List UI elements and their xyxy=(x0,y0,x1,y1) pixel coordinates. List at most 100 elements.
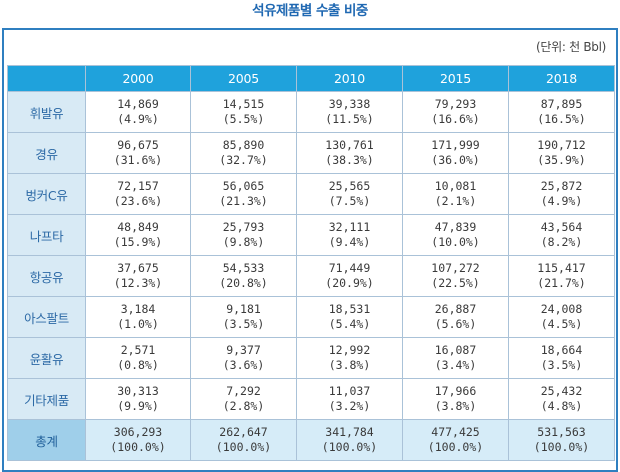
cell-value: 47,839 xyxy=(434,220,477,234)
cell-share: (3.2%) xyxy=(328,399,371,413)
header-year: 2005 xyxy=(190,65,297,92)
row-label: 경유 xyxy=(7,132,86,174)
table-cell: 30,313 (9.9%) xyxy=(85,378,191,420)
table-cell: 7,292 (2.8%) xyxy=(190,378,297,420)
cell-share: (4.9%) xyxy=(540,194,583,208)
table-cell: 11,037 (3.2%) xyxy=(296,378,403,420)
cell-value: 262,647 xyxy=(219,425,268,439)
cell-value: 79,293 xyxy=(434,97,477,111)
cell-share: (16.5%) xyxy=(537,112,586,126)
table-cell: 2,571 (0.8%) xyxy=(85,337,191,379)
table-cell: 54,533 (20.8%) xyxy=(190,255,297,297)
table-cell: 25,432 (4.8%) xyxy=(508,378,615,420)
cell-share: (20.9%) xyxy=(325,276,374,290)
cell-value: 25,565 xyxy=(328,179,371,193)
table-cell: 190,712 (35.9%) xyxy=(508,132,615,174)
table-cell: 43,564 (8.2%) xyxy=(508,214,615,256)
cell-value: 24,008 xyxy=(540,302,583,316)
table-cell: 25,565 (7.5%) xyxy=(296,173,403,215)
table-cell: 3,184 (1.0%) xyxy=(85,296,191,338)
cell-share: (5.6%) xyxy=(434,317,477,331)
row-label: 윤활유 xyxy=(7,337,86,379)
cell-value: 7,292 xyxy=(226,384,261,398)
cell-share: (5.5%) xyxy=(222,112,265,126)
table-row: 휘발유 14,869 (4.9%) 14,515 (5.5%) 39,338 (11.5%)… xyxy=(7,91,615,133)
cell-value: 25,872 xyxy=(540,179,583,193)
row-label: 항공유 xyxy=(7,255,86,297)
cell-share: (3.8%) xyxy=(434,399,477,413)
cell-value: 9,181 xyxy=(226,302,261,316)
cell-value: 25,793 xyxy=(222,220,265,234)
cell-value: 71,449 xyxy=(328,261,371,275)
cell-value: 2,571 xyxy=(120,343,156,357)
cell-value: 85,890 xyxy=(222,138,265,152)
cell-share: (7.5%) xyxy=(328,194,371,208)
cell-value: 16,087 xyxy=(434,343,477,357)
cell-value: 107,272 xyxy=(431,261,480,275)
cell-value: 10,081 xyxy=(434,179,477,193)
table-cell: 87,895 (16.5%) xyxy=(508,91,615,133)
cell-share: (3.8%) xyxy=(328,358,371,372)
cell-share: (100.0%) xyxy=(321,440,378,454)
row-label: 아스팔트 xyxy=(7,296,86,338)
cell-value: 37,675 xyxy=(117,261,159,275)
table-cell: 10,081 (2.1%) xyxy=(402,173,509,215)
table-cell: 107,272 (22.5%) xyxy=(402,255,509,297)
table-cell: 32,111 (9.4%) xyxy=(296,214,403,256)
header-year: 2015 xyxy=(402,65,509,92)
cell-value: 26,887 xyxy=(434,302,477,316)
cell-share: (100.0%) xyxy=(533,440,590,454)
table-cell: 26,887 (5.6%) xyxy=(402,296,509,338)
cell-share: (100.0%) xyxy=(427,440,484,454)
cell-share: (21.3%) xyxy=(219,194,268,208)
cell-share: (16.6%) xyxy=(431,112,480,126)
header-year: 2000 xyxy=(85,65,191,92)
table-cell: 12,992 (3.8%) xyxy=(296,337,403,379)
table-cell: 72,157 (23.6%) xyxy=(85,173,191,215)
table-cell: 17,966 (3.8%) xyxy=(402,378,509,420)
cell-value: 87,895 xyxy=(540,97,583,111)
table-row: 나프타 48,849 (15.9%) 25,793 (9.8%) 32,111 (9.4%)… xyxy=(7,214,615,256)
table-cell: 25,872 (4.9%) xyxy=(508,173,615,215)
table-cell: 85,890 (32.7%) xyxy=(190,132,297,174)
cell-share: (4.8%) xyxy=(540,399,583,413)
cell-value: 190,712 xyxy=(537,138,586,152)
table-cell: 262,647 (100.0%) xyxy=(190,419,297,461)
cell-share: (20.8%) xyxy=(219,276,268,290)
cell-share: (31.6%) xyxy=(113,153,163,167)
table-cell: 18,664 (3.5%) xyxy=(508,337,615,379)
table-cell: 9,377 (3.6%) xyxy=(190,337,297,379)
table-cell: 56,065 (21.3%) xyxy=(190,173,297,215)
cell-value: 3,184 xyxy=(120,302,156,316)
cell-share: (100.0%) xyxy=(215,440,272,454)
header-year: 2010 xyxy=(296,65,403,92)
table-cell: 16,087 (3.4%) xyxy=(402,337,509,379)
cell-value: 18,664 xyxy=(540,343,583,357)
cell-value: 11,037 xyxy=(328,384,371,398)
cell-share: (5.4%) xyxy=(328,317,371,331)
cell-share: (9.8%) xyxy=(222,235,265,249)
table-cell: 79,293 (16.6%) xyxy=(402,91,509,133)
table-row: 윤활유 2,571 (0.8%) 9,377 (3.6%) 12,992 (3.8%) 16,… xyxy=(7,337,615,379)
cell-share: (4.5%) xyxy=(540,317,583,331)
table-cell: 9,181 (3.5%) xyxy=(190,296,297,338)
row-label: 벙커C유 xyxy=(7,173,86,215)
table-row: 총계 306,293 (100.0%) 262,647 (100.0%) 341,784(… xyxy=(7,419,615,461)
header-corner-cell xyxy=(7,65,86,92)
table-cell: 14,515 (5.5%) xyxy=(190,91,297,133)
cell-share: (3.6%) xyxy=(222,358,265,372)
cell-share: (36.0%) xyxy=(431,153,480,167)
cell-value: 477,425 xyxy=(431,425,480,439)
table-cell: 341,784 (100.0%) xyxy=(296,419,403,461)
table-cell: 115,417 (21.7%) xyxy=(508,255,615,297)
cell-value: 32,111 xyxy=(328,220,371,234)
cell-share: (1.0%) xyxy=(117,317,159,331)
table-row: 아스팔트 3,184 (1.0%) 9,181 (3.5%) 18,531 (5.4%) 26… xyxy=(7,296,615,338)
table-cell: 39,338 (11.5%) xyxy=(296,91,403,133)
cell-value: 48,849 xyxy=(117,220,159,234)
table-cell: 24,008 (4.5%) xyxy=(508,296,615,338)
cell-share: (12.3%) xyxy=(113,276,163,290)
row-label: 총계 xyxy=(7,419,86,461)
cell-value: 96,675 xyxy=(117,138,159,152)
cell-share: (38.3%) xyxy=(325,153,374,167)
